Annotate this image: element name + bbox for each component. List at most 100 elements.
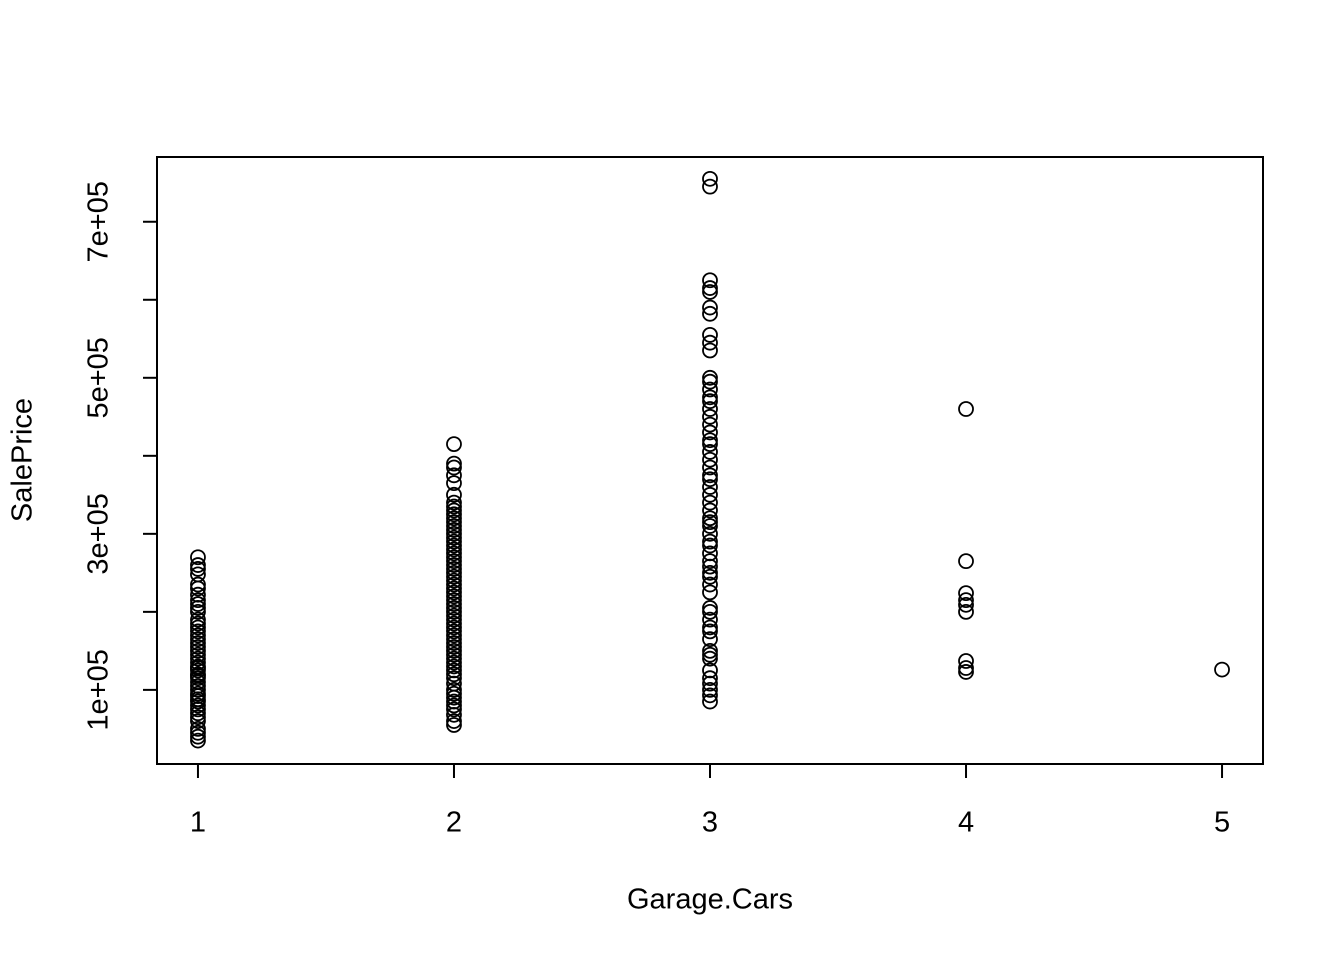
point xyxy=(446,619,462,636)
point xyxy=(702,459,718,476)
point xyxy=(702,502,718,519)
point xyxy=(190,642,206,659)
point xyxy=(446,436,462,453)
point xyxy=(702,467,718,484)
point xyxy=(446,646,462,663)
point xyxy=(190,619,206,636)
point xyxy=(702,518,718,534)
point xyxy=(190,713,206,729)
point xyxy=(702,424,718,441)
point xyxy=(702,514,718,531)
point xyxy=(702,576,718,593)
point xyxy=(702,642,718,659)
point xyxy=(190,566,206,583)
point xyxy=(958,592,974,609)
point xyxy=(446,600,462,616)
point xyxy=(446,639,462,655)
point xyxy=(446,502,462,519)
point xyxy=(446,627,462,644)
point xyxy=(446,635,462,651)
point xyxy=(190,654,206,671)
point xyxy=(190,627,206,644)
point xyxy=(190,631,206,648)
point xyxy=(446,603,462,620)
point xyxy=(702,650,718,667)
y-tick-label: 7e+05 xyxy=(83,181,115,262)
point xyxy=(190,557,206,573)
point xyxy=(702,305,718,322)
point xyxy=(446,510,462,527)
point xyxy=(702,170,718,187)
point xyxy=(190,603,206,620)
point xyxy=(446,588,462,605)
point xyxy=(446,459,462,476)
point xyxy=(446,525,462,542)
point xyxy=(446,541,462,558)
point xyxy=(446,494,462,511)
point xyxy=(446,455,462,472)
point xyxy=(702,537,718,554)
point xyxy=(190,732,206,749)
point xyxy=(446,666,462,683)
point xyxy=(190,666,206,683)
point xyxy=(702,600,718,616)
point xyxy=(702,681,718,698)
x-tick-label: 2 xyxy=(446,807,462,839)
point xyxy=(702,393,718,410)
point xyxy=(702,342,718,359)
point xyxy=(958,585,974,602)
point xyxy=(190,639,206,655)
point xyxy=(702,334,718,351)
point xyxy=(446,642,462,659)
point xyxy=(702,584,718,601)
point xyxy=(190,728,206,745)
point xyxy=(702,687,718,704)
point xyxy=(446,533,462,550)
point xyxy=(446,611,462,628)
point xyxy=(702,623,718,640)
point xyxy=(446,607,462,624)
point xyxy=(190,596,206,612)
point xyxy=(702,510,718,527)
point xyxy=(1214,661,1230,678)
point xyxy=(702,280,718,296)
point xyxy=(702,603,718,620)
point xyxy=(702,389,718,406)
point xyxy=(702,416,718,433)
point xyxy=(958,553,974,570)
point xyxy=(446,580,462,597)
point xyxy=(702,284,718,300)
point xyxy=(446,518,462,534)
point xyxy=(446,650,462,667)
point xyxy=(446,506,462,523)
point xyxy=(446,596,462,612)
point xyxy=(446,693,462,710)
point xyxy=(702,178,718,195)
point xyxy=(702,693,718,710)
point xyxy=(702,471,718,488)
point xyxy=(190,678,206,694)
x-tick-label: 3 xyxy=(702,807,718,839)
point xyxy=(190,685,206,702)
point xyxy=(446,549,462,566)
point xyxy=(958,603,974,620)
point xyxy=(446,685,462,702)
point xyxy=(446,717,462,733)
point xyxy=(702,401,718,417)
point xyxy=(702,272,718,289)
point xyxy=(446,553,462,570)
point xyxy=(190,724,206,741)
point xyxy=(446,486,462,503)
point xyxy=(190,615,206,632)
point xyxy=(446,681,462,698)
point xyxy=(446,522,462,538)
point xyxy=(446,561,462,577)
point xyxy=(446,475,462,492)
y-tick-label: 1e+05 xyxy=(83,649,115,730)
point xyxy=(446,537,462,554)
point xyxy=(702,494,718,511)
point xyxy=(702,436,718,453)
point xyxy=(702,451,718,468)
point xyxy=(190,561,206,577)
